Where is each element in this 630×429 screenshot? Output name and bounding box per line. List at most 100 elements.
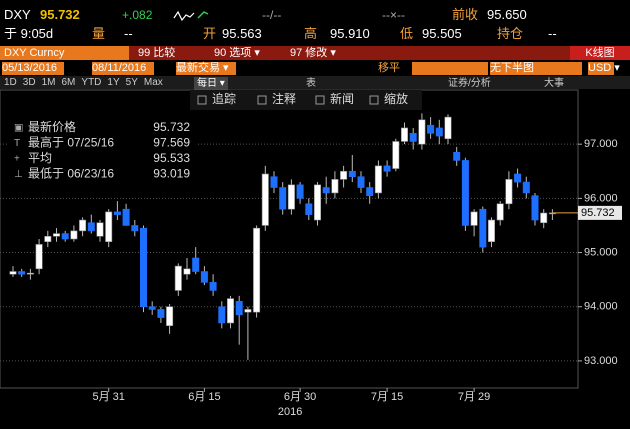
end-date[interactable]: 08/11/2016 bbox=[92, 62, 154, 75]
candle-body bbox=[209, 282, 217, 291]
candle-body bbox=[122, 208, 130, 226]
candle-body bbox=[96, 222, 104, 237]
candle-body bbox=[261, 173, 269, 226]
period-button[interactable]: YTD bbox=[81, 77, 102, 88]
legend-value: 93.019 bbox=[153, 167, 190, 181]
oi: -- bbox=[548, 26, 557, 41]
candle-body bbox=[531, 195, 539, 221]
edit-button[interactable]: 97 修改 ▾ bbox=[290, 47, 336, 59]
legend-symbol: ⊥ bbox=[14, 169, 23, 180]
toolbar-button[interactable]: 缩放 bbox=[384, 91, 408, 106]
mode-select[interactable]: 最新交易 ▾ bbox=[176, 62, 236, 75]
last-price-box bbox=[578, 205, 622, 220]
candle-body bbox=[366, 187, 374, 196]
period-button[interactable]: Max bbox=[143, 77, 163, 88]
candle-body bbox=[479, 208, 487, 248]
y-tick-label: 94.000 bbox=[584, 301, 618, 313]
candle-body bbox=[348, 170, 356, 177]
candle-body bbox=[166, 306, 174, 326]
candle-body bbox=[444, 116, 452, 140]
frequency[interactable]: 每日 ▾ bbox=[194, 77, 228, 90]
toolbar-button[interactable]: 新闻 bbox=[330, 91, 354, 106]
candle-body bbox=[235, 301, 243, 316]
candle-body bbox=[540, 212, 548, 224]
ticker: DXY bbox=[4, 7, 31, 22]
candle-body bbox=[218, 306, 226, 324]
toolbar-button[interactable]: 追踪 bbox=[212, 91, 236, 106]
lower-chart[interactable]: 无下半图 bbox=[490, 62, 582, 75]
candle-body bbox=[357, 176, 365, 188]
candle-body bbox=[461, 160, 469, 226]
legend-label: 最新价格 bbox=[28, 119, 76, 134]
legend-label: 最低于 06/23/16 bbox=[28, 167, 114, 181]
candle-body bbox=[383, 165, 391, 172]
period-button[interactable]: 5Y bbox=[125, 77, 138, 88]
low-label: 低 bbox=[400, 26, 414, 41]
candle-body bbox=[174, 265, 182, 291]
candle-body bbox=[87, 222, 95, 232]
period-buttons: 1D 3D 1M 6M YTD 1Y 5Y Max bbox=[4, 77, 169, 88]
compare-button[interactable]: 99 比较 bbox=[138, 47, 176, 59]
candle-body bbox=[18, 271, 26, 275]
change: +.082 bbox=[122, 8, 153, 22]
candle-body bbox=[52, 233, 60, 237]
open: 95.563 bbox=[222, 26, 262, 41]
oi-label: 持仓 bbox=[497, 26, 524, 41]
prev-close: 95.650 bbox=[487, 7, 527, 22]
candle-body bbox=[253, 227, 261, 313]
candle-body bbox=[279, 187, 287, 210]
candle-body bbox=[418, 119, 426, 145]
period-button[interactable]: 1D bbox=[4, 77, 17, 88]
options-button[interactable]: 90 选项 ▾ bbox=[214, 47, 260, 59]
candle-body bbox=[505, 179, 513, 205]
period-button[interactable]: 1Y bbox=[107, 77, 120, 88]
candle-body bbox=[496, 203, 504, 221]
candle-body bbox=[270, 176, 278, 188]
legend-value: 97.569 bbox=[153, 136, 190, 150]
currency[interactable]: USD ▾ bbox=[588, 62, 620, 75]
period-button[interactable]: 3D bbox=[22, 77, 36, 88]
table-button[interactable]: 表 bbox=[306, 78, 316, 89]
legend-symbol: + bbox=[14, 154, 20, 165]
candle-body bbox=[113, 211, 121, 215]
high-label: 高 bbox=[304, 26, 318, 41]
candle-body bbox=[26, 272, 34, 275]
candle-body bbox=[305, 203, 313, 215]
period-button[interactable]: 6M bbox=[61, 77, 76, 88]
candle-body bbox=[131, 225, 139, 232]
candle-body bbox=[157, 309, 165, 318]
legend-symbol: T bbox=[14, 138, 20, 149]
candle-body bbox=[313, 184, 321, 221]
study[interactable]: 移平 bbox=[378, 62, 400, 74]
legend-value: 95.732 bbox=[153, 120, 190, 134]
bid-ask: --/-- bbox=[262, 8, 282, 22]
candle-body bbox=[227, 298, 235, 324]
period-button[interactable]: 1M bbox=[41, 77, 56, 88]
candle-body bbox=[183, 268, 191, 275]
menu-bar bbox=[0, 46, 630, 60]
year-label: 2016 bbox=[278, 406, 302, 418]
security[interactable]: DXY Curncy bbox=[0, 46, 129, 60]
x-tick-label: 6月 30 bbox=[284, 391, 316, 403]
start-date[interactable]: 05/13/2016 bbox=[2, 62, 64, 75]
high: 95.910 bbox=[330, 26, 370, 41]
x-tick-label: 5月 31 bbox=[92, 391, 124, 403]
chart-type[interactable]: K线图 bbox=[570, 46, 630, 60]
candle-body bbox=[340, 170, 348, 180]
candle-body bbox=[453, 152, 461, 161]
candle-body bbox=[140, 227, 148, 308]
study-field[interactable] bbox=[412, 62, 488, 75]
candle-body bbox=[331, 179, 339, 194]
legend-value: 95.533 bbox=[153, 151, 190, 165]
analysis-button[interactable]: 证券/分析 bbox=[448, 78, 491, 89]
toolbar-button[interactable]: 注释 bbox=[272, 91, 296, 106]
candle-body bbox=[200, 271, 208, 283]
x-tick-label: 7月 29 bbox=[458, 391, 490, 403]
prev-close-label: 前收 bbox=[452, 7, 479, 22]
candle-body bbox=[470, 211, 478, 226]
sparkline-icon bbox=[173, 10, 209, 22]
x-tick-label: 7月 15 bbox=[371, 391, 403, 403]
toolbar-icon bbox=[369, 95, 379, 105]
events-button[interactable]: 大事 bbox=[544, 78, 564, 89]
